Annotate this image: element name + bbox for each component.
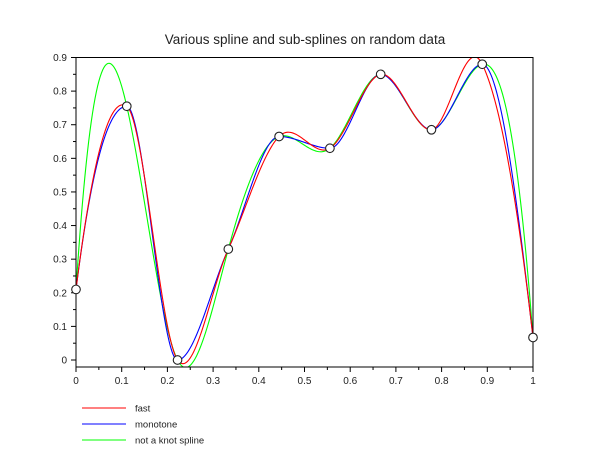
data-point [325,143,335,154]
y-tick-label: 0.9 [53,53,67,64]
legend-label: fast [135,404,151,415]
data-point [528,332,538,343]
legend-label: monotone [135,420,177,431]
data-point [121,101,132,112]
data-point [223,244,234,254]
plot-frame [75,57,534,368]
y-tick-label: 0.1 [53,322,67,333]
series-line-monotone [76,63,533,361]
x-tick-label: 0.2 [160,376,174,387]
data-point [477,59,488,70]
data-point [375,69,386,80]
chart-title: Various spline and sub-splines on random… [165,32,446,47]
y-tick-label: 0.7 [53,120,67,131]
y-tick-label: 0 [61,356,67,367]
y-tick-label: 0.2 [53,288,67,299]
x-tick-label: 0.6 [343,376,357,387]
series-line-fast [76,57,533,365]
x-tick-label: 1 [530,376,536,387]
x-tick-label: 0.3 [206,376,220,387]
y-tick-label: 0.4 [53,221,67,232]
y-tick-label: 0.6 [53,154,67,165]
y-tick-label: 0.8 [53,87,67,98]
x-tick-label: 0.9 [480,376,494,387]
x-tick-label: 0.7 [389,376,403,387]
x-tick-label: 0 [73,376,79,387]
y-tick-label: 0.5 [53,187,67,198]
x-tick-label: 0.8 [435,376,449,387]
data-point [71,284,81,295]
legend-label: not a knot spline [135,436,204,447]
series-line-not-a-knot [76,62,533,367]
y-tick-label: 0.3 [53,255,67,266]
x-tick-label: 0.4 [252,376,266,387]
data-point [274,131,284,142]
data-point [172,355,183,365]
data-point [426,124,437,135]
x-tick-label: 0.1 [115,376,129,387]
x-tick-label: 0.5 [298,376,312,387]
